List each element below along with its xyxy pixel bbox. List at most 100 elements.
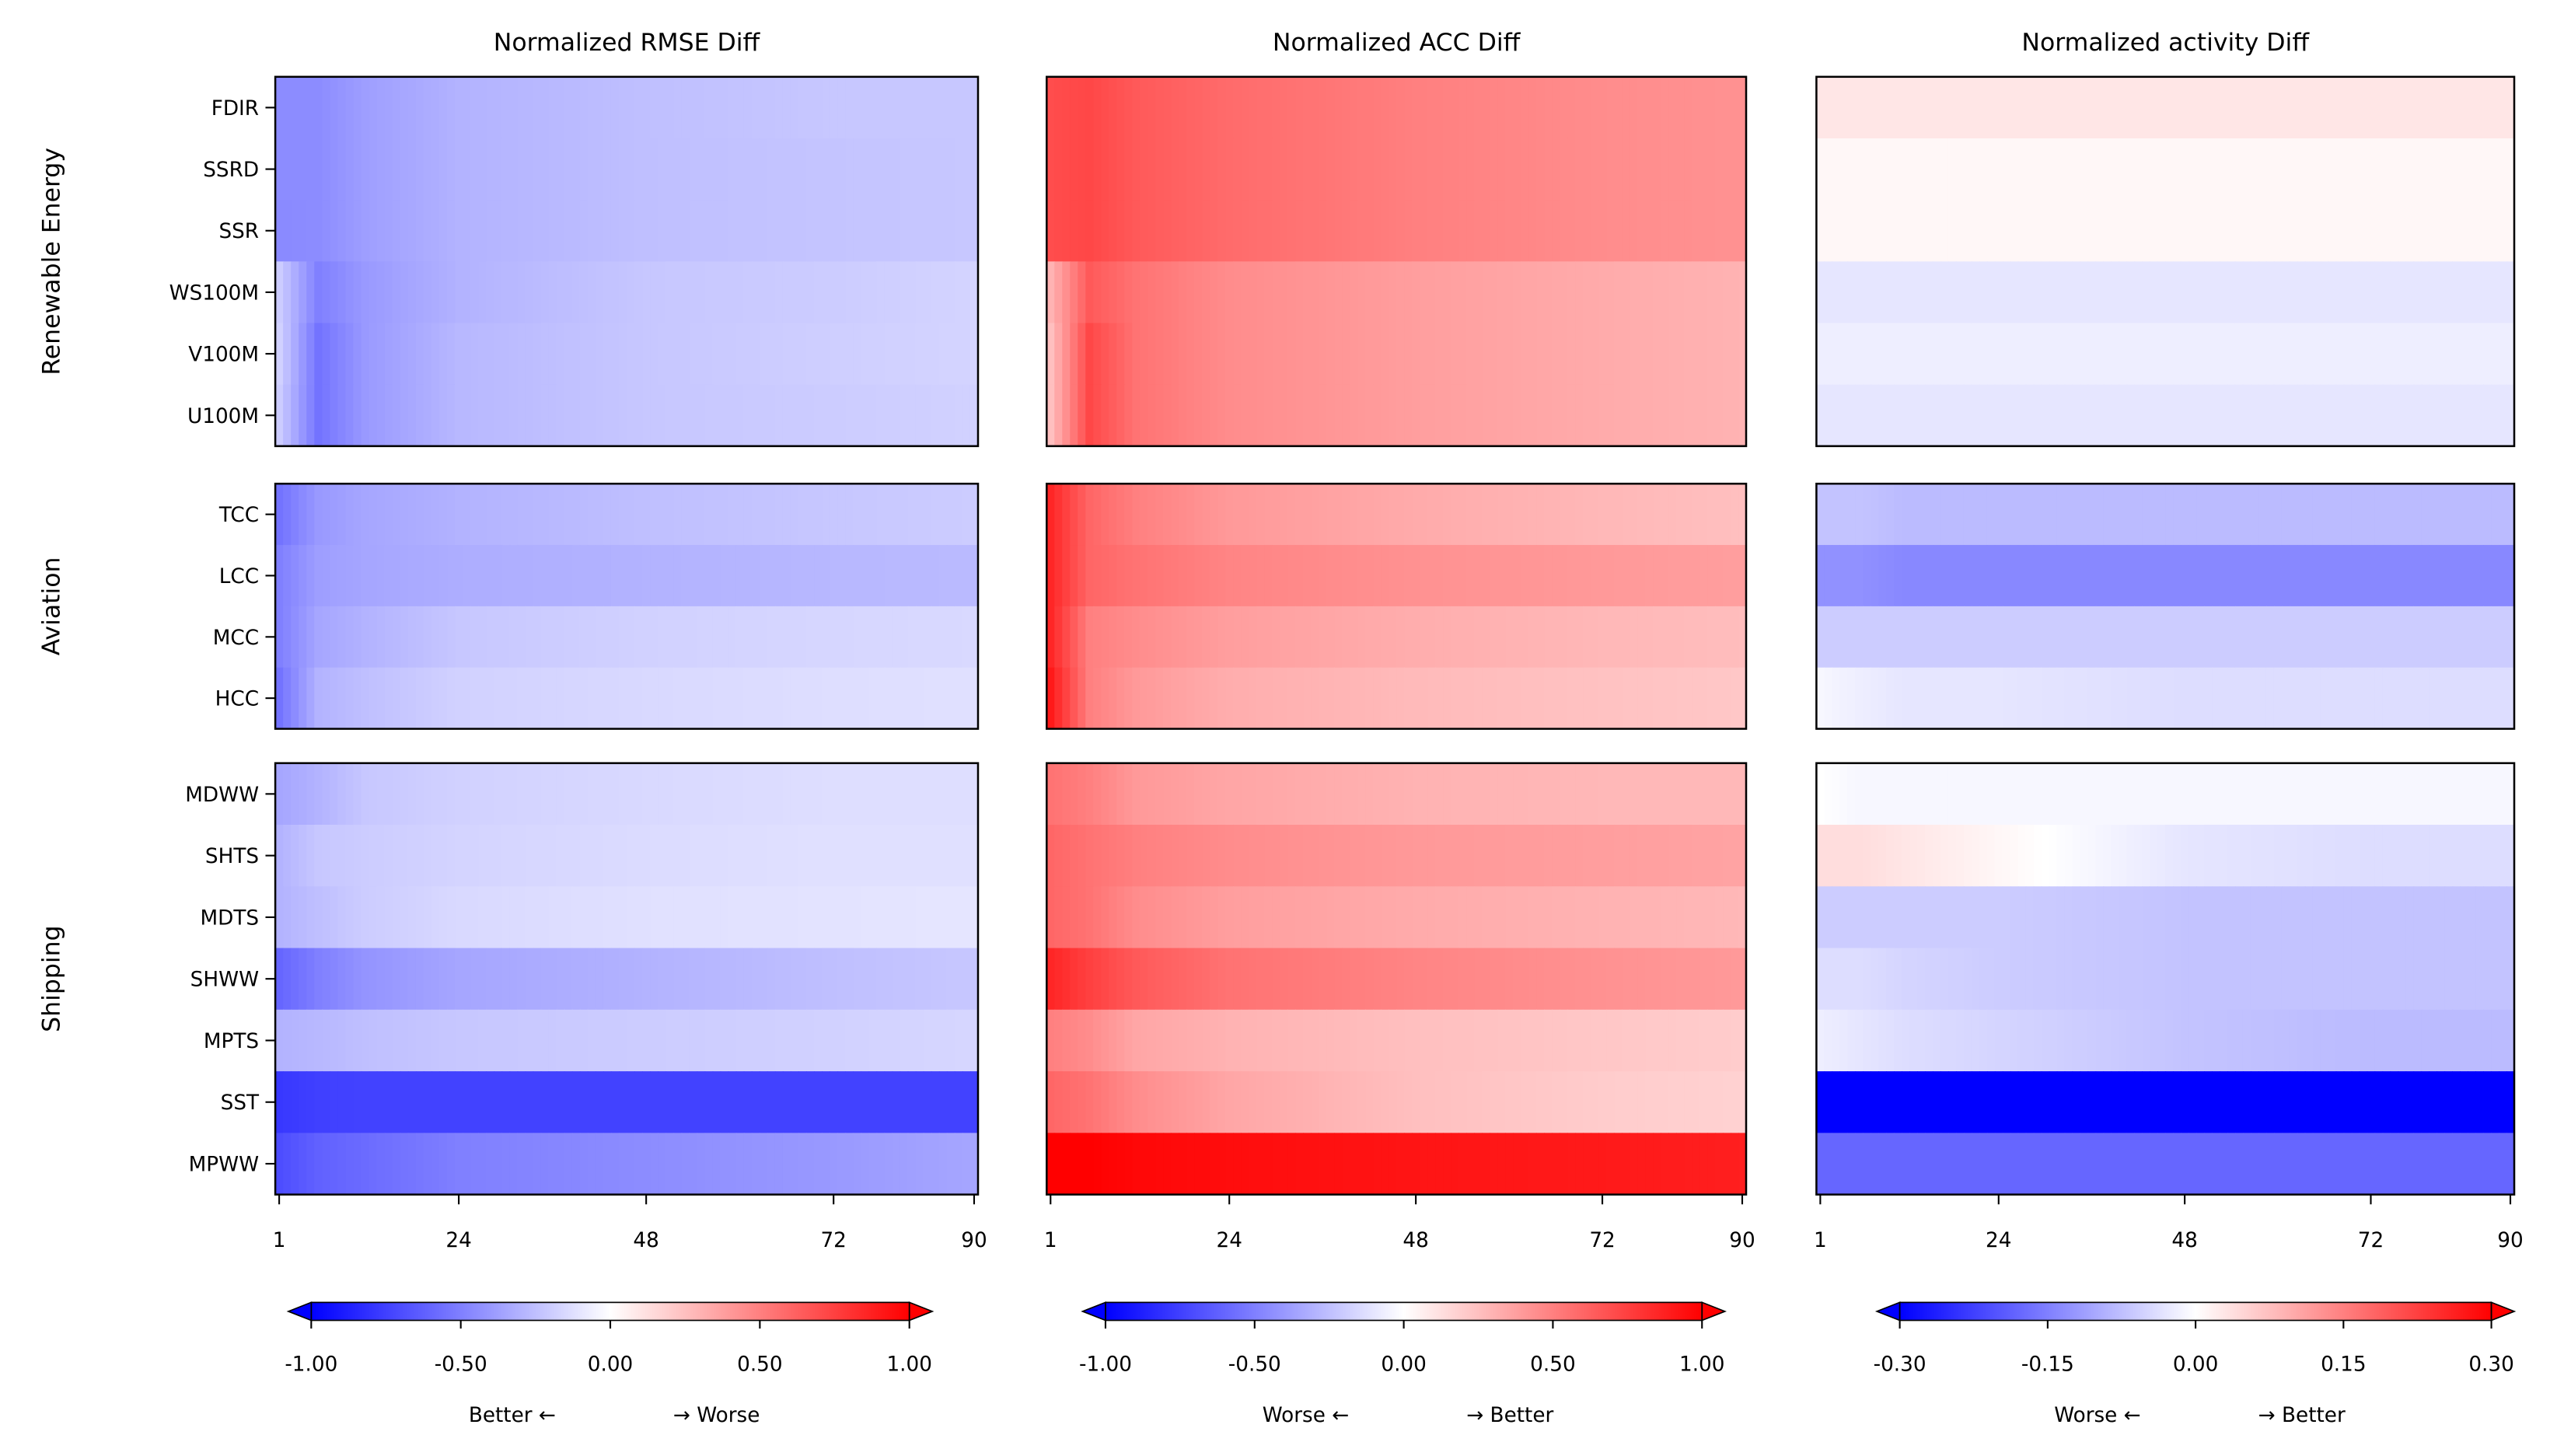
heatmap-cell: [915, 76, 924, 139]
heatmap-cell: [2273, 763, 2283, 826]
heatmap-cell: [2056, 76, 2066, 139]
heatmap-cell: [751, 948, 760, 1011]
heatmap-cell: [299, 76, 308, 139]
heatmap-cell: [1412, 606, 1420, 669]
heatmap-cell: [1583, 1133, 1591, 1196]
heatmap-cell: [1365, 763, 1374, 826]
heatmap-cell: [1396, 886, 1405, 949]
heatmap-cell: [2212, 200, 2220, 263]
heatmap-cell: [1124, 667, 1134, 730]
heatmap-cell: [2220, 763, 2228, 826]
heatmap-cell: [2429, 545, 2438, 607]
heatmap-cell: [1217, 484, 1227, 546]
heatmap-cell: [2491, 1071, 2499, 1134]
heatmap-cell: [704, 667, 714, 730]
heatmap-cell: [704, 138, 714, 201]
heatmap-cell: [1295, 545, 1305, 607]
heatmap-cell: [345, 886, 355, 949]
x-tick-label: 48: [1403, 1229, 1428, 1252]
heatmap-cell: [1871, 484, 1880, 546]
heatmap-cell: [1202, 76, 1211, 139]
heatmap-cell: [2281, 886, 2290, 949]
heatmap-cell: [1311, 606, 1320, 669]
heatmap-cell: [1326, 1071, 1336, 1134]
heatmap-cell: [798, 763, 807, 826]
heatmap-cell: [2506, 1009, 2515, 1072]
heatmap-cell: [1287, 763, 1297, 826]
heatmap-cell: [1505, 886, 1514, 949]
heatmap-cell: [1738, 763, 1747, 826]
heatmap-cell: [2335, 384, 2345, 447]
heatmap-cell: [2429, 763, 2438, 826]
heatmap-cell: [1560, 76, 1568, 139]
colorbar-tick-label: 0.00: [1381, 1353, 1426, 1377]
heatmap-cell: [806, 138, 815, 201]
heatmap-cell: [822, 886, 831, 949]
heatmap-cell: [2320, 76, 2329, 139]
heatmap-cell: [2304, 763, 2314, 826]
heatmap-cell: [1738, 886, 1747, 949]
heatmap-cell: [1614, 886, 1623, 949]
heatmap-cell: [1389, 948, 1397, 1011]
heatmap-cell: [2436, 261, 2446, 324]
heatmap-cell: [774, 948, 784, 1011]
heatmap-cell: [2010, 763, 2019, 826]
heatmap-cell: [1986, 200, 1996, 263]
heatmap-cell: [735, 1133, 745, 1196]
heatmap-cell: [525, 200, 534, 263]
heatmap-cell: [610, 200, 620, 263]
heatmap-cell: [728, 261, 737, 324]
heatmap-cell: [2491, 1009, 2499, 1072]
heatmap-cell: [1078, 323, 1087, 386]
heatmap-cell: [2475, 1133, 2484, 1196]
heatmap-cell: [2289, 606, 2298, 669]
heatmap-cell: [728, 384, 737, 447]
heatmap-cell: [634, 261, 643, 324]
heatmap-cell: [704, 948, 714, 1011]
heatmap-cell: [1458, 261, 1467, 324]
heatmap-cell: [1093, 1009, 1102, 1072]
heatmap-cell: [798, 76, 807, 139]
heatmap-cell: [392, 1133, 401, 1196]
heatmap-cell: [673, 763, 683, 826]
heatmap-cell: [2405, 886, 2415, 949]
heatmap-cell: [2157, 824, 2167, 888]
heatmap-cell: [1124, 138, 1134, 201]
heatmap-cell: [2421, 948, 2430, 1011]
heatmap-cell: [1474, 667, 1483, 730]
heatmap-cell: [1155, 138, 1165, 201]
heatmap-cell: [962, 1009, 971, 1072]
heatmap-cell: [1963, 824, 1972, 888]
heatmap-cell: [2056, 1071, 2066, 1134]
heatmap-cell: [1350, 1071, 1359, 1134]
heatmap-cell: [923, 1009, 932, 1072]
heatmap-cell: [533, 886, 542, 949]
heatmap-cell: [1598, 261, 1607, 324]
heatmap-cell: [353, 824, 362, 888]
heatmap-cell: [790, 1133, 799, 1196]
heatmap-cell: [1552, 606, 1560, 669]
heatmap-cell: [587, 323, 596, 386]
heatmap-cell: [1544, 261, 1553, 324]
heatmap-cell: [634, 76, 643, 139]
heatmap-cell: [2142, 384, 2151, 447]
heatmap-cell: [2142, 1133, 2151, 1196]
heatmap-cell: [1567, 1133, 1576, 1196]
heatmap-cell: [2025, 1133, 2035, 1196]
heatmap-cell: [1085, 384, 1095, 447]
heatmap-cell: [2382, 484, 2391, 546]
heatmap-cell: [2281, 76, 2290, 139]
heatmap-cell: [1482, 76, 1490, 139]
heatmap-cell: [509, 138, 519, 201]
heatmap-cell: [2351, 200, 2360, 263]
heatmap-cell: [1412, 667, 1420, 730]
heatmap-cell: [1528, 384, 1537, 447]
heatmap-cell: [1622, 138, 1630, 201]
heatmap-cell: [2452, 606, 2461, 669]
heatmap-cell: [1917, 261, 1926, 324]
heatmap-cell: [1350, 384, 1359, 447]
heatmap-cell: [1723, 138, 1731, 201]
heatmap-cell: [2181, 323, 2189, 386]
heatmap-cell: [439, 1071, 448, 1134]
heatmap-cell: [1482, 763, 1490, 826]
